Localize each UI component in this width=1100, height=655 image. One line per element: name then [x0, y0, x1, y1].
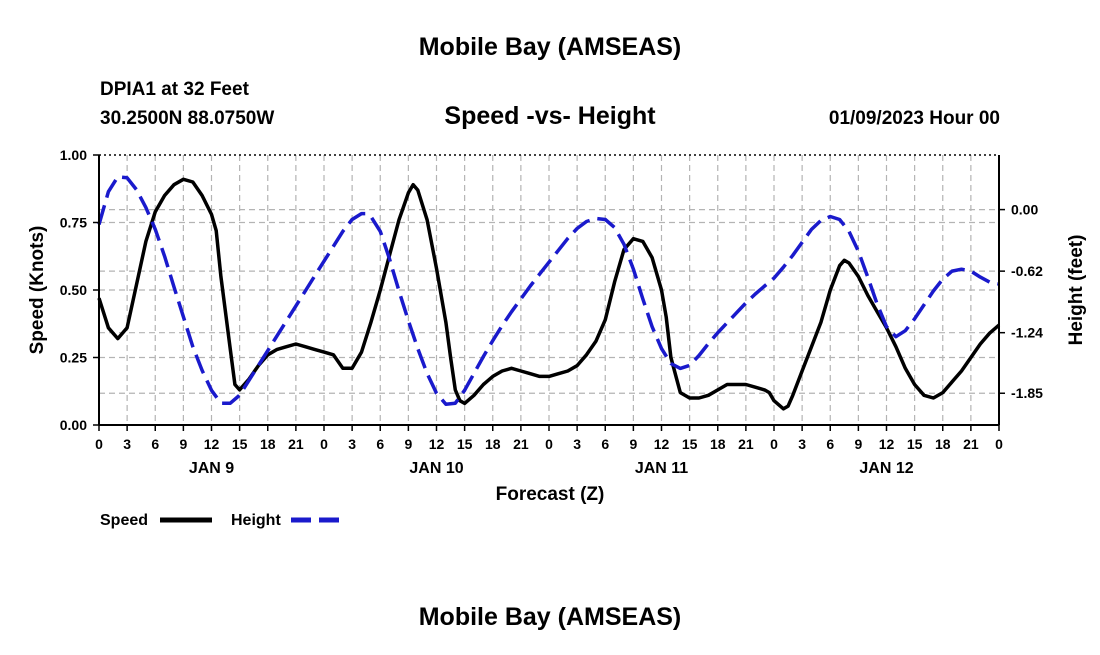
x-tick-label: 15	[907, 436, 923, 452]
y-left-tick-label: 0.25	[60, 350, 87, 366]
axes-layer: 0 3 6 9 12 15 18 21 0 3 6 9 12 15 18 21 0 3 6 9 12 15 18 21 0 3 6 9…	[60, 147, 1043, 477]
y-right-tick-label: -1.24	[1011, 325, 1043, 341]
footer-title: Mobile Bay (AMSEAS)	[419, 603, 682, 631]
x-tick-label: 21	[963, 436, 979, 452]
x-tick-label: 6	[826, 436, 834, 452]
x-tick-label: 12	[879, 436, 895, 452]
x-tick-label: 0	[95, 436, 103, 452]
x-tick-label: 0	[545, 436, 553, 452]
x-tick-label: 12	[654, 436, 670, 452]
x-tick-label: 3	[348, 436, 356, 452]
grid-layer	[99, 155, 999, 425]
coords-label: 30.2500N 88.0750W	[100, 108, 274, 129]
legend-speed-label: Speed	[100, 512, 148, 529]
x-tick-label: 9	[179, 436, 187, 452]
x-tick-label: 9	[629, 436, 637, 452]
x-tick-label: 12	[429, 436, 445, 452]
x-tick-label: 15	[457, 436, 473, 452]
x-tick-label: 0	[770, 436, 778, 452]
x-tick-label: 3	[123, 436, 131, 452]
y-left-tick-label: 1.00	[60, 147, 87, 163]
series-line-height	[97, 175, 1000, 406]
y-axis-right-label: Height (feet)	[1066, 235, 1087, 346]
x-tick-label: 9	[854, 436, 862, 452]
x-tick-label: 15	[682, 436, 698, 452]
y-right-tick-label: -0.62	[1011, 263, 1043, 279]
x-tick-label: 21	[288, 436, 304, 452]
x-tick-label: 21	[738, 436, 754, 452]
x-tick-label: 6	[601, 436, 609, 452]
x-tick-label: 3	[798, 436, 806, 452]
x-tick-label: 6	[376, 436, 384, 452]
x-tick-label: 6	[151, 436, 159, 452]
x-tick-label: 12	[204, 436, 220, 452]
x-tick-label: 3	[573, 436, 581, 452]
y-left-tick-label: 0.00	[60, 417, 87, 433]
x-tick-label: 18	[260, 436, 276, 452]
day-label: JAN 9	[189, 460, 234, 477]
x-tick-label: 18	[935, 436, 951, 452]
x-tick-label: 9	[404, 436, 412, 452]
legend-height-label: Height	[231, 512, 281, 529]
day-label: JAN 10	[409, 460, 463, 477]
y-left-tick-label: 0.50	[60, 282, 87, 298]
x-tick-label: 18	[485, 436, 501, 452]
series-layer	[97, 175, 1001, 411]
x-tick-label: 18	[710, 436, 726, 452]
x-axis-label: Forecast (Z)	[496, 484, 605, 505]
x-tick-label: 15	[232, 436, 248, 452]
x-tick-label: 0	[320, 436, 328, 452]
x-tick-label: 21	[513, 436, 529, 452]
legend: Speed Height	[100, 512, 343, 529]
y-axis-left-label: Speed (Knots)	[27, 226, 48, 355]
day-label: JAN 12	[859, 460, 913, 477]
station-label: DPIA1 at 32 Feet	[100, 79, 250, 100]
y-right-tick-label: -1.85	[1011, 385, 1043, 401]
datetime-label: 01/09/2023 Hour 00	[829, 108, 1000, 129]
x-tick-label: 0	[995, 436, 1003, 452]
chart-title: Mobile Bay (AMSEAS)	[419, 33, 682, 61]
y-right-tick-label: 0.00	[1011, 202, 1038, 218]
chart-subtitle: Speed -vs- Height	[444, 102, 656, 130]
day-label: JAN 11	[635, 460, 688, 477]
y-left-tick-label: 0.75	[60, 215, 87, 231]
series-line-speed	[97, 177, 1001, 411]
